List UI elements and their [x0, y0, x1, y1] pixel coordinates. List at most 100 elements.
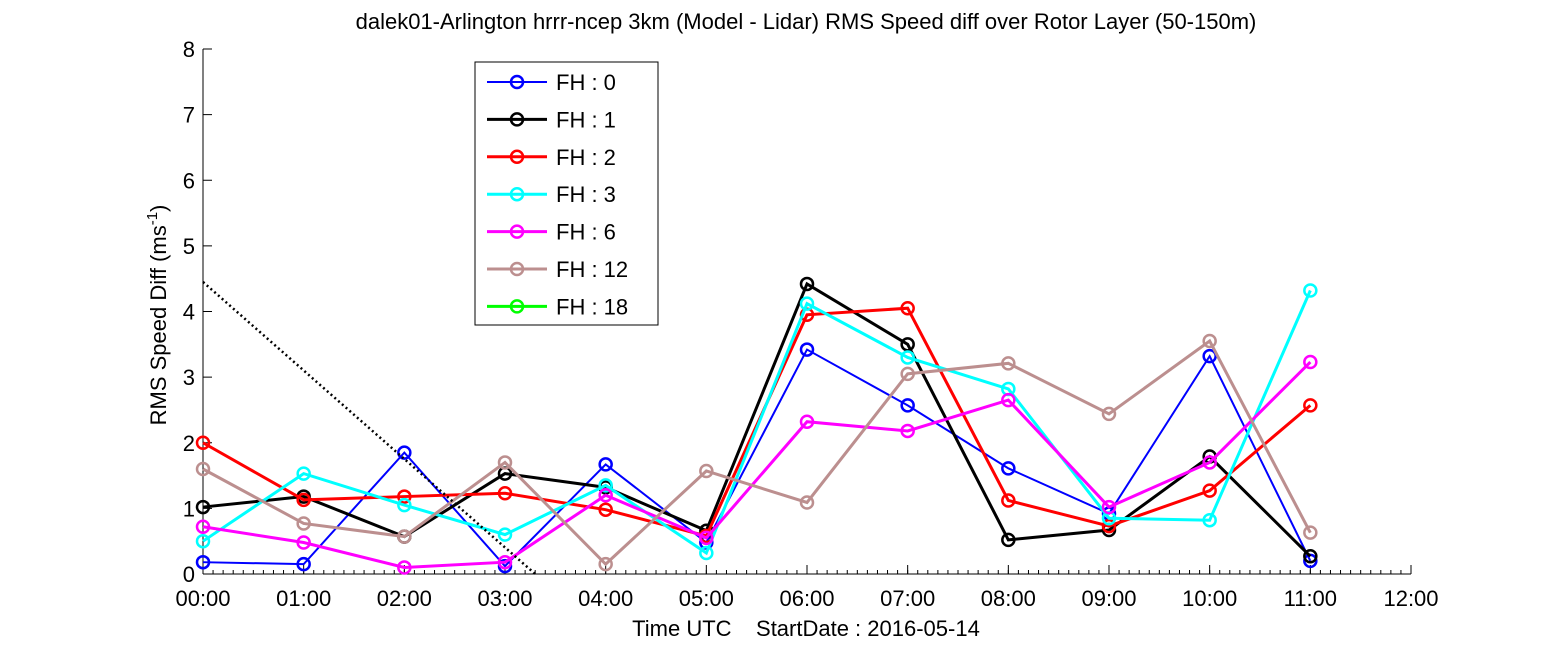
- legend-label: FH : 18: [556, 294, 628, 319]
- data-point: [397, 489, 412, 504]
- legend-label: FH : 2: [556, 145, 616, 170]
- x-tick-label: 06:00: [779, 586, 834, 611]
- legend-entry: FH : 0: [487, 70, 616, 95]
- data-point: [195, 461, 211, 477]
- data-point: [900, 300, 915, 316]
- y-axis-label-superscript: -1: [144, 212, 161, 225]
- data-point: [497, 554, 513, 570]
- y-tick-label: 1: [183, 496, 195, 521]
- x-tick-label: 10:00: [1182, 586, 1237, 611]
- data-point: [598, 556, 613, 572]
- tick-labels: 0 1 2 3 4 5 6 7 8 00:00 01:00 02:00 03:00 04:00 05:00 0…: [175, 37, 1438, 611]
- x-tick-label: 11:00: [1284, 586, 1337, 611]
- legend-marker: [509, 149, 525, 165]
- legend-marker: [509, 74, 525, 90]
- data-point: [1303, 549, 1318, 564]
- data-point: [1202, 333, 1217, 349]
- data-point: [497, 486, 513, 501]
- data-point: [1101, 518, 1117, 534]
- data-point: [195, 533, 211, 549]
- data-point: [799, 276, 815, 292]
- legend-entry: FH : 18: [487, 294, 628, 319]
- data-point: [195, 499, 211, 515]
- x-tick-label: 08:00: [981, 586, 1036, 611]
- data-point: [497, 527, 513, 542]
- data-point: [598, 488, 613, 503]
- x-tick-label: 12:00: [1383, 586, 1438, 611]
- data-point: [1303, 354, 1318, 370]
- data-point: [799, 342, 815, 357]
- data-point: [1303, 398, 1318, 413]
- data-point: [598, 502, 613, 517]
- legend-label: FH : 0: [556, 70, 616, 95]
- legend-entry: FH : 1: [487, 107, 616, 132]
- legend-label: FH : 6: [556, 220, 616, 245]
- series-line: [202, 360, 1312, 569]
- data-point: [296, 466, 311, 481]
- series-fh-3: [195, 283, 1318, 561]
- x-tick-label: 01:00: [276, 586, 331, 611]
- data-point: [397, 560, 412, 575]
- data-point: [296, 516, 311, 531]
- y-tick-label: 7: [183, 103, 195, 128]
- data-point: [1001, 493, 1016, 508]
- data-point: [397, 529, 412, 544]
- legend-marker: [509, 224, 525, 239]
- data-point: [1303, 525, 1318, 540]
- series-fh-6: [195, 354, 1318, 575]
- y-tick-label: 4: [183, 300, 195, 325]
- data-point: [296, 535, 311, 550]
- legend-entry: FH : 6: [487, 220, 616, 245]
- legend-label: FH : 12: [556, 257, 628, 282]
- series-layer: [195, 276, 1318, 575]
- data-point: [799, 296, 815, 311]
- data-point: [296, 492, 311, 508]
- y-axis-label: RMS Speed Diff (ms-1): [144, 205, 171, 426]
- series-fh-12: [195, 333, 1318, 572]
- legend-entry: FH : 3: [487, 182, 616, 207]
- data-point: [1101, 406, 1117, 422]
- x-tick-label: 09:00: [1081, 586, 1136, 611]
- data-point: [195, 435, 211, 450]
- legend-marker: [509, 261, 525, 277]
- legend-label: FH : 1: [556, 107, 616, 132]
- data-point: [1303, 283, 1318, 298]
- data-point: [900, 398, 915, 413]
- x-tick-label: 07:00: [880, 586, 935, 611]
- data-point: [1202, 512, 1217, 528]
- legend-marker: [509, 186, 525, 202]
- data-point: [1001, 532, 1016, 548]
- data-point: [699, 545, 714, 561]
- chart-title: dalek01-Arlington hrrr-ncep 3km (Model -…: [356, 9, 1257, 34]
- data-point: [699, 530, 714, 546]
- data-point: [1202, 348, 1217, 364]
- data-point: [497, 455, 513, 470]
- data-point: [598, 478, 613, 493]
- x-axis-label: Time UTC StartDate : 2016-05-14: [632, 616, 980, 641]
- x-tick-label: 04:00: [578, 586, 633, 611]
- y-tick-label: 0: [183, 562, 195, 587]
- data-point: [598, 457, 613, 472]
- data-point: [296, 556, 311, 572]
- data-point: [1001, 392, 1016, 408]
- data-point: [1101, 499, 1117, 515]
- series-line: [202, 338, 1312, 567]
- data-point: [900, 423, 915, 439]
- data-point: [1202, 483, 1217, 498]
- x-tick-label: 00:00: [175, 586, 230, 611]
- data-point: [397, 497, 412, 513]
- y-axis-label-close: ): [146, 205, 171, 212]
- x-tick-label: 05:00: [679, 586, 734, 611]
- data-point: [195, 554, 211, 570]
- reference-layer: [202, 281, 537, 575]
- y-axis-label-main: RMS Speed Diff (ms: [146, 225, 171, 425]
- y-tick-label: 6: [183, 168, 195, 193]
- data-point: [195, 519, 211, 534]
- legend-label: FH : 3: [556, 182, 616, 207]
- legend: FH : 0 FH : 1 FH : 2 FH : 3 FH : 6 FH : 12 FH …: [474, 61, 659, 326]
- x-tick-label: 03:00: [477, 586, 532, 611]
- data-point: [900, 366, 915, 382]
- data-point: [699, 463, 714, 479]
